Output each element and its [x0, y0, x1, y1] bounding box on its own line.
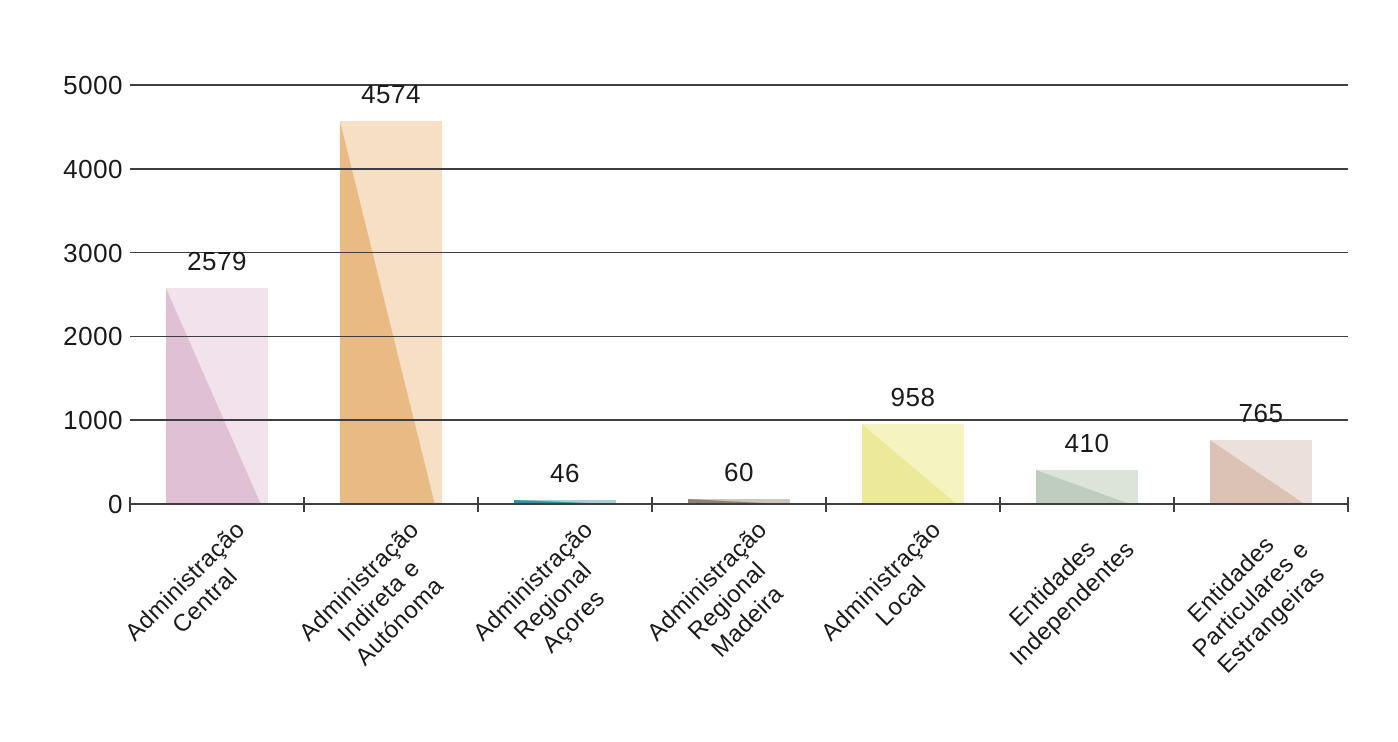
x-axis-line — [130, 503, 1348, 505]
bar-administracao-regional-madeira — [688, 498, 790, 504]
bar-fill-administracao-indireta-e-autonoma — [340, 120, 442, 504]
bar-administracao-central — [166, 287, 268, 504]
gridline — [130, 419, 1348, 421]
bar-administracao-local — [862, 423, 964, 504]
bar-fill-entidades-particulares-e-estrangeiras — [1210, 439, 1312, 504]
x-axis-label-anchor: Entidades Particulares e Estrangeiras — [875, 516, 1329, 678]
bar-fill-entidades-independentes — [1036, 469, 1138, 504]
bar-fill-administracao-local — [862, 423, 964, 504]
bar-entidades-independentes — [1036, 469, 1138, 504]
axis-tick — [129, 496, 131, 512]
axis-tick — [651, 496, 653, 512]
bar-administracao-indireta-e-autonoma — [340, 120, 442, 504]
bar-entidades-particulares-e-estrangeiras — [1210, 439, 1312, 504]
gridline — [130, 251, 1348, 254]
bar-value-label: 2579 — [187, 245, 247, 276]
y-axis-tick-label: 0 — [108, 489, 123, 519]
bar-value-label: 765 — [1238, 397, 1284, 428]
y-axis-tick-label: 5000 — [63, 70, 123, 100]
bar-fill-administracao-central — [166, 287, 268, 504]
axis-tick — [825, 496, 827, 512]
axis-tick — [477, 496, 479, 512]
gridline — [130, 335, 1348, 338]
y-axis-tick-label: 2000 — [63, 321, 123, 352]
bar-value-label: 4574 — [361, 78, 421, 109]
axis-tick — [303, 496, 305, 512]
bar-value-label: 46 — [550, 458, 580, 489]
gridline — [130, 84, 1348, 86]
y-axis-tick-label: 1000 — [63, 405, 123, 436]
y-axis-tick-label: 4000 — [63, 153, 123, 184]
y-axis-tick-label: 3000 — [63, 237, 123, 268]
bar-value-label: 958 — [890, 381, 936, 412]
axis-tick — [1173, 496, 1175, 512]
bar-value-label: 410 — [1064, 427, 1110, 458]
bar-fill-administracao-regional-madeira — [688, 498, 790, 504]
gridline — [130, 168, 1348, 170]
x-axis-label-entidades-particulares-e-estrangeiras: Entidades Particulares e Estrangeiras — [1167, 516, 1335, 684]
axis-tick — [999, 496, 1001, 512]
bar-value-label: 60 — [724, 456, 754, 487]
axis-tick — [1347, 496, 1349, 512]
